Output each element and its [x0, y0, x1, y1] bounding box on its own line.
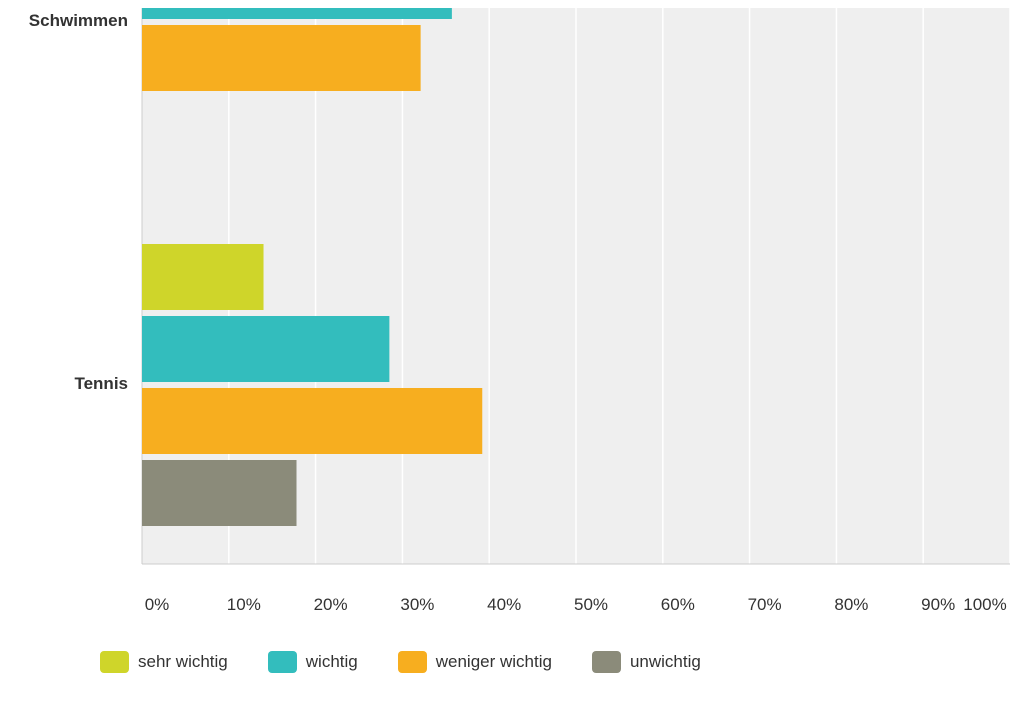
- legend-label: unwichtig: [629, 652, 701, 671]
- bar-tennis-sehr-wichtig: [142, 244, 264, 310]
- legend: sehr wichtig wichtig weniger wichtig unwich…: [100, 651, 741, 673]
- x-tick-label: 60%: [661, 595, 695, 614]
- bar-tennis-weniger-wichtig: [142, 388, 483, 454]
- legend-item: weniger wichtig: [397, 651, 552, 673]
- x-tick-label: 20%: [314, 595, 348, 614]
- x-tick-label: 80%: [834, 595, 868, 614]
- category-label: Tennis: [74, 374, 128, 393]
- legend-label: weniger wichtig: [435, 652, 552, 671]
- legend-label: sehr wichtig: [138, 652, 228, 671]
- x-tick-label: 50%: [574, 595, 608, 614]
- legend-item: wichtig: [267, 651, 358, 673]
- legend-label: wichtig: [305, 652, 358, 671]
- x-tick-label: 40%: [487, 595, 521, 614]
- legend-swatch: [397, 651, 427, 673]
- legend-swatch: [267, 651, 297, 673]
- x-tick-label: 10%: [227, 595, 261, 614]
- bar-tennis-unwichtig: [142, 460, 297, 526]
- x-tick-label: 0%: [145, 595, 170, 614]
- bar-tennis-wichtig: [142, 316, 390, 382]
- bar-schwimmen-wichtig: [142, 8, 452, 19]
- x-tick-label: 70%: [748, 595, 782, 614]
- x-tick-label: 100%: [963, 595, 1006, 614]
- legend-item: sehr wichtig: [100, 651, 228, 673]
- bar-chart: 0% 10% 20% 30% 40% 50% 60% 70% 80% 90% 100% Schwimm…: [29, 8, 1011, 614]
- x-tick-label: 30%: [400, 595, 434, 614]
- x-tick-label: 90%: [921, 595, 955, 614]
- legend-item: unwichtig: [591, 651, 701, 673]
- bar-schwimmen-weniger-wichtig: [142, 25, 421, 91]
- category-label: Schwimmen: [29, 11, 128, 30]
- legend-swatch: [591, 651, 621, 673]
- legend-swatch: [100, 651, 129, 673]
